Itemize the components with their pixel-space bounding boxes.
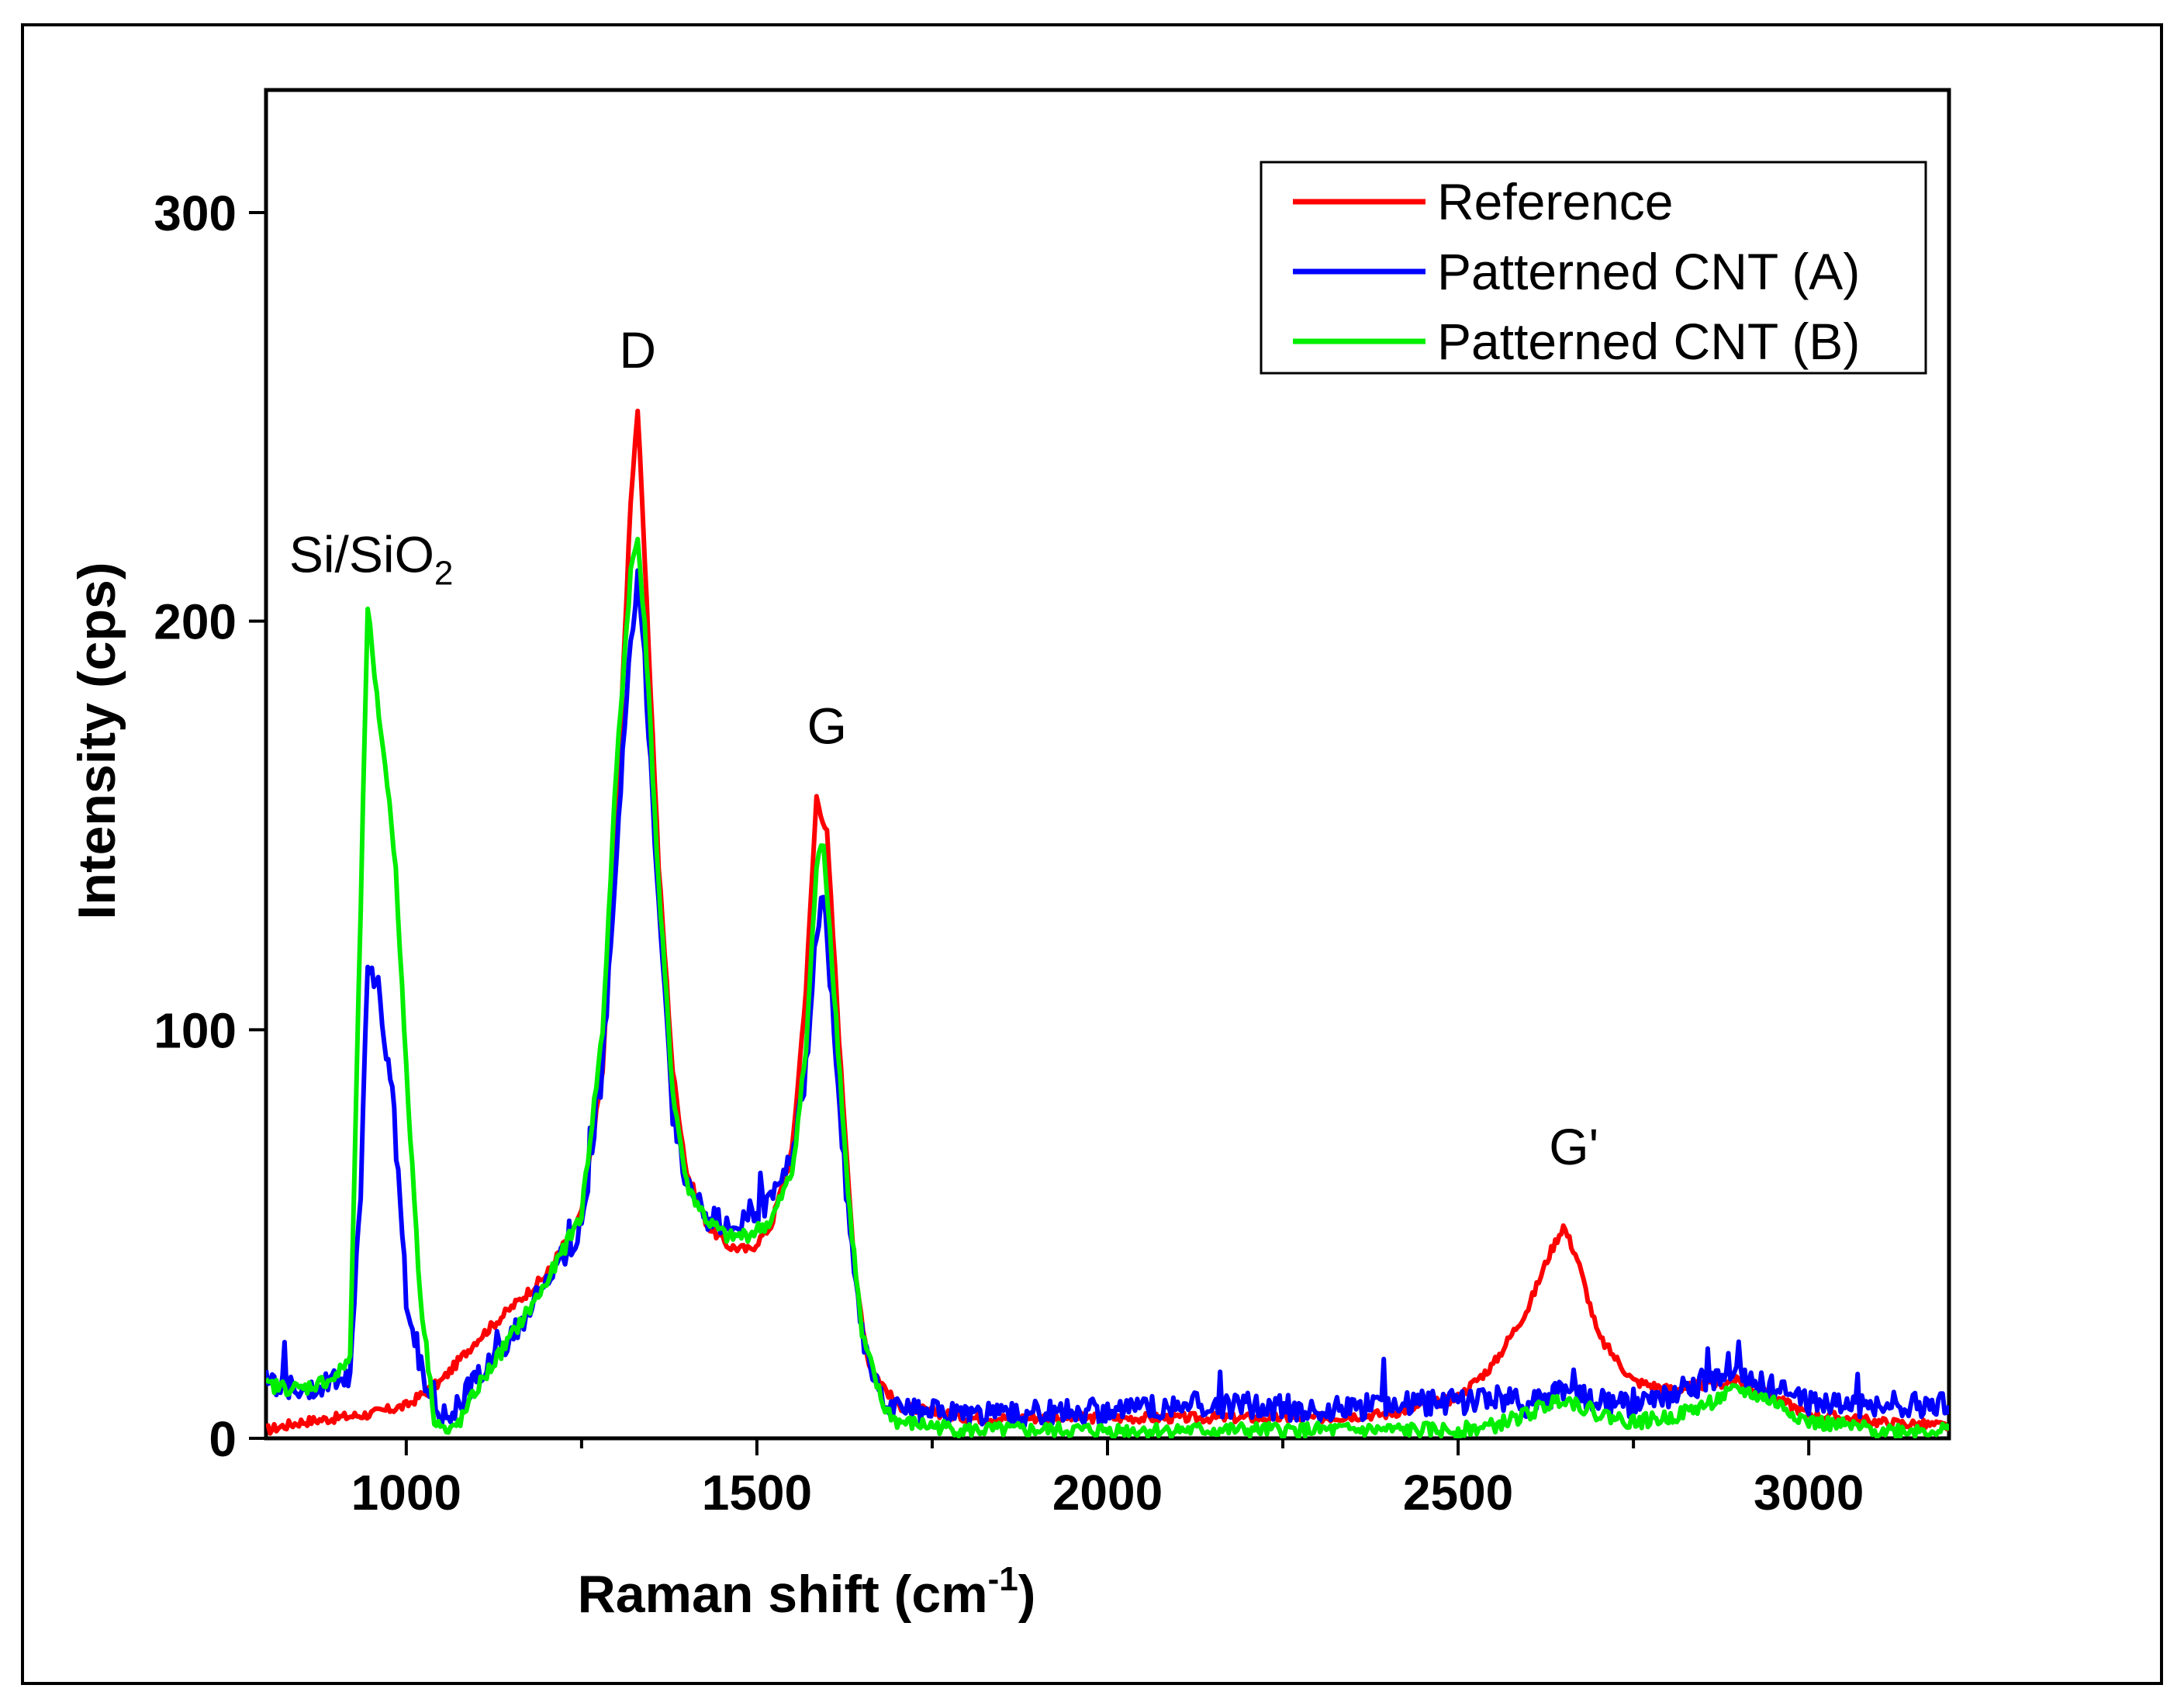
x-axis-title-sup: -1: [988, 1560, 1018, 1598]
peak-label-text-0: Si/SiO: [289, 525, 434, 583]
legend-box: [1260, 161, 1927, 375]
x-tick-label-2000: 2000: [1052, 1465, 1163, 1521]
x-tick-label-2500: 2500: [1403, 1465, 1513, 1521]
legend: Reference Patterned CNT (A) Patterned CNT …: [1260, 161, 1927, 375]
peak-label-sub-0: 2: [434, 554, 453, 592]
peak-label-text-3: G': [1549, 1118, 1598, 1175]
series-layer: [266, 408, 1949, 1438]
x-tick-label-1000: 1000: [351, 1465, 461, 1521]
x-axis-title-tail: ): [1018, 1565, 1036, 1624]
peak-annotations: Si/SiO2 D G G': [289, 321, 1598, 1175]
peak-label-1: D: [619, 321, 656, 379]
legend-label-0: Reference: [1437, 173, 1674, 230]
series-line-2: [266, 536, 1949, 1438]
y-axis: 0 100 200 300: [154, 185, 266, 1467]
peak-label-2: G: [807, 697, 847, 755]
y-tick-label-300: 300: [154, 185, 237, 241]
legend-label-1: Patterned CNT (A): [1437, 243, 1860, 300]
y-axis-title: Intensity (cps): [67, 562, 126, 920]
x-axis-title: Raman shift (cm-1): [578, 1560, 1036, 1624]
series-line-0: [266, 408, 1949, 1436]
legend-label-2: Patterned CNT (B): [1437, 313, 1860, 370]
x-axis-title-main: Raman shift (cm: [578, 1565, 988, 1624]
y-tick-label-100: 100: [154, 1002, 237, 1058]
peak-label-text-1: D: [619, 321, 656, 379]
figure-frame: [21, 23, 2163, 1685]
peak-label-3: G': [1549, 1118, 1598, 1175]
x-axis: 1000 1500 2000 2500 3000: [351, 1438, 1864, 1521]
peak-label-0: Si/SiO2: [289, 525, 454, 592]
y-tick-label-0: 0: [209, 1411, 237, 1467]
x-tick-label-3000: 3000: [1754, 1465, 1864, 1521]
x-tick-label-1500: 1500: [702, 1465, 812, 1521]
y-tick-label-200: 200: [154, 594, 237, 650]
peak-label-text-2: G: [807, 697, 847, 755]
